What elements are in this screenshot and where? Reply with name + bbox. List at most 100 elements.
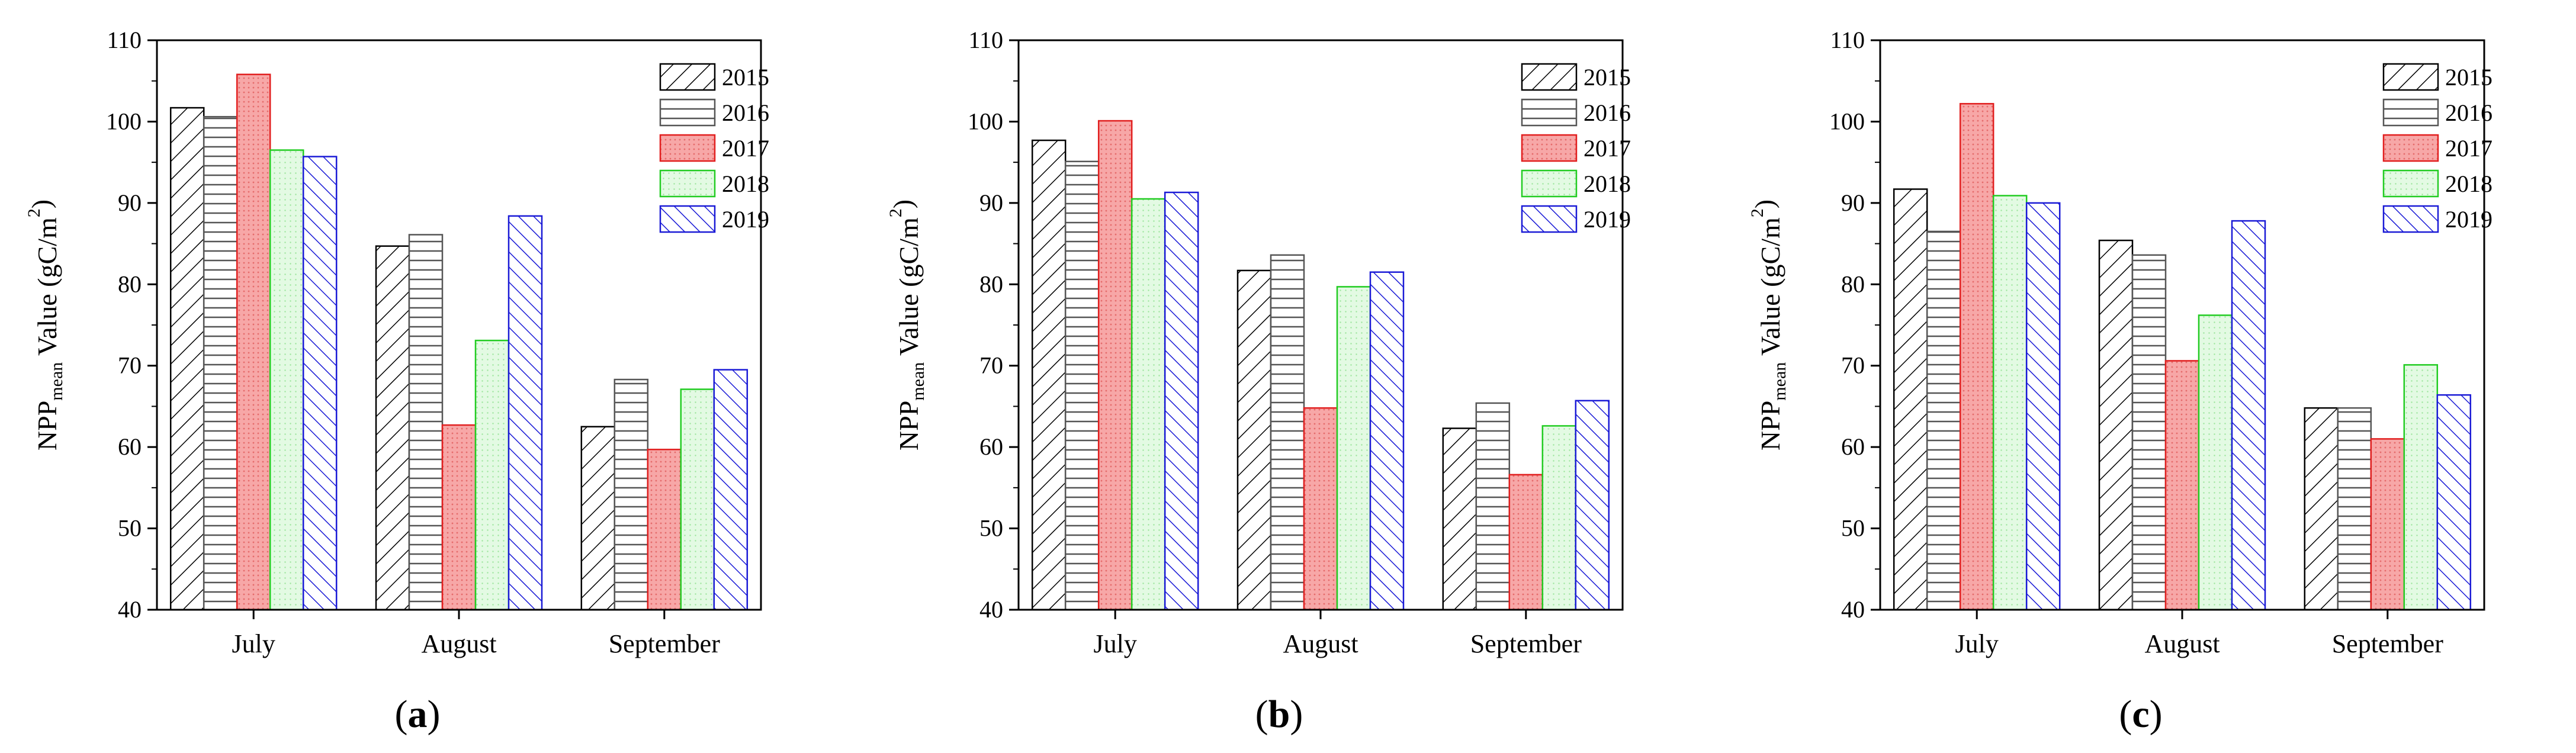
legend-swatch-2018 bbox=[1521, 169, 1578, 198]
chart-panel-a: 40 50 60 70 80 90 100 110 July August September NPP… bbox=[24, 27, 769, 736]
y-tick-label: 110 bbox=[1830, 27, 1865, 53]
y-tick-label: 50 bbox=[979, 515, 1003, 542]
y-tick-label: 100 bbox=[106, 108, 142, 134]
bar-c-august-2019 bbox=[2231, 220, 2266, 611]
bar-b-july-2018 bbox=[1130, 198, 1166, 611]
bar-b-september-2017 bbox=[1508, 474, 1544, 611]
legend-label-2017: 2017 bbox=[1583, 135, 1631, 162]
bar-a-august-2019 bbox=[508, 215, 543, 611]
legend-label-2019: 2019 bbox=[722, 206, 769, 233]
legend-label-2016: 2016 bbox=[1583, 99, 1631, 126]
bar-a-august-2015 bbox=[375, 245, 410, 611]
x-tick-label-august: August bbox=[421, 629, 496, 658]
y-tick-label: 80 bbox=[118, 271, 142, 297]
bar-a-august-2016 bbox=[408, 234, 444, 611]
x-tick-label-july: July bbox=[232, 629, 275, 658]
legend-label-2015: 2015 bbox=[2445, 64, 2493, 91]
bar-a-september-2019 bbox=[713, 369, 749, 611]
bar-c-august-2016 bbox=[2131, 254, 2167, 611]
bar-a-july-2015 bbox=[169, 107, 205, 611]
legend-swatch-2017 bbox=[1521, 134, 1578, 162]
x-tick-label-september: September bbox=[609, 629, 721, 658]
bar-c-august-2015 bbox=[2098, 239, 2134, 611]
legend-swatch-2018 bbox=[659, 169, 716, 198]
legend-swatch-2016 bbox=[1521, 98, 1578, 127]
bar-a-september-2018 bbox=[680, 388, 715, 611]
legend-swatch-2016 bbox=[2382, 98, 2439, 127]
legend-swatch-2016 bbox=[659, 98, 716, 127]
legend-label-2016: 2016 bbox=[722, 99, 769, 126]
x-tick-label-august: August bbox=[1283, 629, 1358, 658]
legend-label-2019: 2019 bbox=[1583, 206, 1631, 233]
y-tick-label: 40 bbox=[118, 596, 142, 623]
bar-a-august-2018 bbox=[474, 339, 510, 611]
bar-c-august-2018 bbox=[2198, 314, 2233, 611]
legend-label-2015: 2015 bbox=[1583, 64, 1631, 91]
y-tick-label: 90 bbox=[118, 189, 142, 216]
y-axis-label: NPPmean Value (gC/m2) bbox=[886, 199, 928, 450]
legend-label-2018: 2018 bbox=[2445, 170, 2493, 197]
legend-label-2016: 2016 bbox=[2445, 99, 2493, 126]
bar-c-july-2019 bbox=[2025, 202, 2061, 611]
bar-b-august-2015 bbox=[1236, 269, 1272, 611]
bar-b-july-2016 bbox=[1064, 160, 1100, 611]
bar-c-august-2017 bbox=[2164, 360, 2200, 611]
bar-c-september-2017 bbox=[2370, 438, 2405, 611]
y-tick-label: 90 bbox=[1841, 189, 1865, 216]
y-tick-label: 60 bbox=[118, 433, 142, 460]
bar-a-september-2017 bbox=[647, 449, 682, 611]
legend: 2015 2016 2017 2018 2019 bbox=[1521, 63, 1631, 233]
bar-c-september-2015 bbox=[2304, 407, 2339, 611]
y-tick-label: 110 bbox=[968, 27, 1003, 53]
y-tick-label: 60 bbox=[979, 433, 1003, 460]
panel-label-b: (b) bbox=[1255, 693, 1303, 736]
y-tick-label: 50 bbox=[1841, 515, 1865, 542]
legend-swatch-2018 bbox=[2382, 169, 2439, 198]
y-tick-label: 90 bbox=[979, 189, 1003, 216]
y-tick-label: 110 bbox=[107, 27, 142, 53]
bar-a-july-2017 bbox=[236, 73, 271, 611]
y-tick-label: 40 bbox=[1841, 596, 1865, 623]
y-tick-label: 70 bbox=[118, 352, 142, 379]
bar-b-august-2016 bbox=[1270, 254, 1305, 611]
y-tick-label: 60 bbox=[1841, 433, 1865, 460]
legend-swatch-2015 bbox=[659, 63, 716, 91]
x-tick-label-september: September bbox=[2332, 629, 2444, 658]
legend: 2015 2016 2017 2018 2019 bbox=[659, 63, 769, 233]
legend-label-2019: 2019 bbox=[2445, 206, 2493, 233]
bar-c-september-2019 bbox=[2436, 394, 2472, 611]
bar-c-july-2016 bbox=[1926, 230, 1961, 611]
x-tick-label-september: September bbox=[1470, 629, 1582, 658]
legend-swatch-2019 bbox=[659, 205, 716, 233]
legend-swatch-2017 bbox=[2382, 134, 2439, 162]
y-tick-label: 70 bbox=[1841, 352, 1865, 379]
legend-label-2017: 2017 bbox=[2445, 135, 2493, 162]
legend-label-2018: 2018 bbox=[1583, 170, 1631, 197]
bar-b-july-2017 bbox=[1097, 120, 1133, 611]
bar-b-july-2015 bbox=[1031, 139, 1067, 611]
legend-label-2017: 2017 bbox=[722, 135, 769, 162]
x-tick-label-july: July bbox=[1955, 629, 1999, 658]
y-tick-label: 70 bbox=[979, 352, 1003, 379]
legend-swatch-2017 bbox=[659, 134, 716, 162]
bar-b-august-2018 bbox=[1336, 286, 1371, 611]
bar-c-september-2018 bbox=[2403, 364, 2439, 611]
panel-label-a: (a) bbox=[395, 693, 441, 736]
legend-label-2015: 2015 bbox=[722, 64, 769, 91]
bar-b-september-2018 bbox=[1541, 425, 1577, 611]
y-tick-label: 50 bbox=[118, 515, 142, 542]
bar-c-july-2018 bbox=[1992, 195, 2028, 611]
y-tick-label: 100 bbox=[1829, 108, 1865, 134]
bar-c-july-2015 bbox=[1893, 188, 1928, 611]
bar-a-august-2017 bbox=[441, 424, 477, 611]
legend: 2015 2016 2017 2018 2019 bbox=[2382, 63, 2493, 233]
x-tick-label-july: July bbox=[1094, 629, 1137, 658]
bar-b-september-2019 bbox=[1575, 400, 1610, 611]
chart-panel-c: 40 50 60 70 80 90 100 110 July August September NPP… bbox=[1748, 27, 2493, 736]
bar-a-september-2015 bbox=[580, 426, 616, 611]
y-axis-label: NPPmean Value (gC/m2) bbox=[24, 199, 66, 450]
y-tick-label: 40 bbox=[979, 596, 1003, 623]
bar-c-july-2017 bbox=[1959, 102, 1994, 611]
bar-b-july-2019 bbox=[1164, 191, 1199, 611]
